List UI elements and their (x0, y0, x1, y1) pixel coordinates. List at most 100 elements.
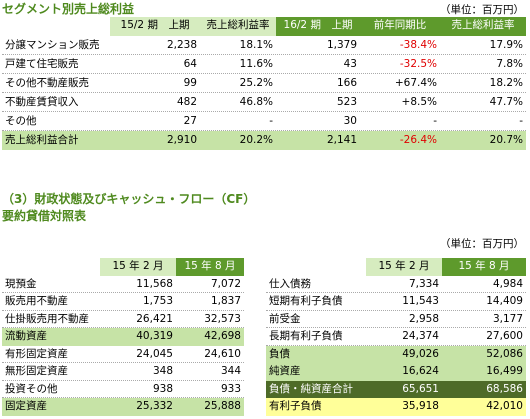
row-label: 固定資産 (2, 398, 100, 416)
value-cell: 17.9% (489, 39, 523, 51)
value-cell: 20.2% (200, 131, 276, 150)
value-cell: 30 (343, 115, 357, 127)
row-label: 前受金 (269, 312, 301, 325)
row-rule (2, 327, 244, 328)
row-rule (2, 54, 526, 55)
row-rule (2, 379, 244, 381)
row-label: 販売用不動産 (5, 295, 68, 307)
value-cell: 938 (152, 382, 173, 395)
value-cell: 2,238 (166, 39, 197, 51)
row-label: その他不動産販売 (5, 77, 89, 89)
row-rule (266, 344, 526, 346)
value-cell: 2,958 (408, 312, 439, 325)
row-label: 不動産賃貸収入 (5, 96, 79, 108)
value-cell: 68,586 (442, 380, 526, 398)
value-cell: 24,610 (204, 347, 241, 360)
value-cell: 348 (152, 365, 173, 377)
value-cell: -26.4% (360, 131, 440, 150)
row-rule (2, 397, 244, 398)
header-cell: 16/2 期 上期 (276, 17, 360, 36)
unit: （単位：百万円） (440, 238, 524, 250)
value-cell: 4,984 (492, 277, 523, 290)
value-cell: 16,499 (442, 363, 526, 381)
row-rule (2, 362, 244, 363)
value-cell: 27,600 (486, 330, 523, 342)
row-rule (2, 111, 526, 112)
value-cell: 64 (183, 58, 197, 70)
value-cell: 42,698 (176, 328, 244, 346)
value-cell: 482 (176, 96, 197, 108)
row-label: 純資産 (266, 363, 366, 381)
row-label: 有形固定資産 (5, 347, 68, 360)
row-label: その他 (5, 115, 37, 127)
row-label: 負債・純資産合計 (266, 380, 366, 398)
value-cell: 11,568 (136, 277, 173, 290)
value-cell: 11.6% (239, 58, 273, 70)
row-rule (2, 73, 526, 74)
row-label: 短期有利子負債 (269, 295, 343, 307)
value-cell: 16,624 (366, 363, 442, 381)
row-rule (2, 92, 526, 93)
value-cell: +67.4% (394, 77, 437, 89)
header-cell: 15 年 8 月 (442, 258, 526, 276)
value-cell: - (433, 115, 437, 127)
value-cell: - (269, 115, 273, 127)
row-label: 仕掛販売用不動産 (5, 312, 89, 325)
row-label: 長期有利子負債 (269, 330, 343, 342)
value-cell: 344 (220, 365, 241, 377)
row-rule (266, 309, 526, 311)
value-cell: 7,334 (408, 277, 439, 290)
value-cell: 166 (336, 77, 357, 89)
row-label: 売上総利益合計 (2, 131, 110, 150)
value-cell: 3,177 (492, 312, 523, 325)
value-cell: 43 (343, 58, 357, 70)
value-cell: 40,319 (100, 328, 176, 346)
row-label: 戸建て住宅販売 (5, 58, 79, 70)
subtitle: 要約貸借対照表 (2, 209, 87, 223)
value-cell: 27 (183, 115, 197, 127)
row-label: 流動資産 (2, 328, 100, 346)
value-cell: 32,573 (204, 312, 241, 325)
value-cell: 46.8% (239, 96, 273, 108)
row-label: 無形固定資産 (5, 365, 68, 377)
value-cell: 2,141 (276, 131, 360, 150)
value-cell: 523 (336, 96, 357, 108)
value-cell: 1,753 (142, 295, 173, 307)
value-cell: 7.8% (496, 58, 523, 70)
value-cell: -38.4% (399, 39, 437, 51)
header-cell: 15 年 2 月 (100, 258, 176, 276)
header-cell: 15/2 期 上期 (110, 17, 200, 36)
row-label: 分譲マンション販売 (5, 39, 100, 51)
value-cell: - (519, 115, 523, 127)
header-cell: 15 年 2 月 (366, 258, 442, 276)
value-cell: 26,421 (136, 312, 173, 325)
row-rule (2, 130, 526, 131)
row-label: 投資その他 (5, 382, 58, 395)
value-cell: 25.2% (239, 77, 273, 89)
value-cell: 933 (220, 382, 241, 395)
row-rule (266, 327, 526, 328)
row-rule (266, 292, 526, 293)
value-cell: -32.5% (399, 58, 437, 70)
segment-title: セグメント別売上総利益 (2, 2, 135, 16)
value-cell: 1,379 (326, 39, 357, 51)
header-cell: 売上総利益率 (440, 17, 526, 36)
value-cell: 11,543 (402, 295, 439, 307)
value-cell: 25,332 (100, 398, 176, 416)
value-cell: 25,888 (176, 398, 244, 416)
section-title: （3）財政状態及びキャッシュ・フロー（CF） (2, 192, 256, 206)
value-cell: 99 (183, 77, 197, 89)
row-rule (2, 292, 244, 293)
value-cell: 24,045 (136, 347, 173, 360)
value-cell: +8.5% (401, 96, 437, 108)
unit: （単位：百万円） (440, 4, 524, 16)
value-cell: 49,026 (366, 345, 442, 363)
value-cell: 65,651 (366, 380, 442, 398)
header-cell: 前年同期比 (360, 17, 440, 36)
value-cell: 52,086 (442, 345, 526, 363)
value-cell: 18.2% (489, 77, 523, 89)
value-cell: 1,837 (210, 295, 241, 307)
value-cell: 2,910 (110, 131, 200, 150)
row-label: 現預金 (5, 277, 37, 290)
